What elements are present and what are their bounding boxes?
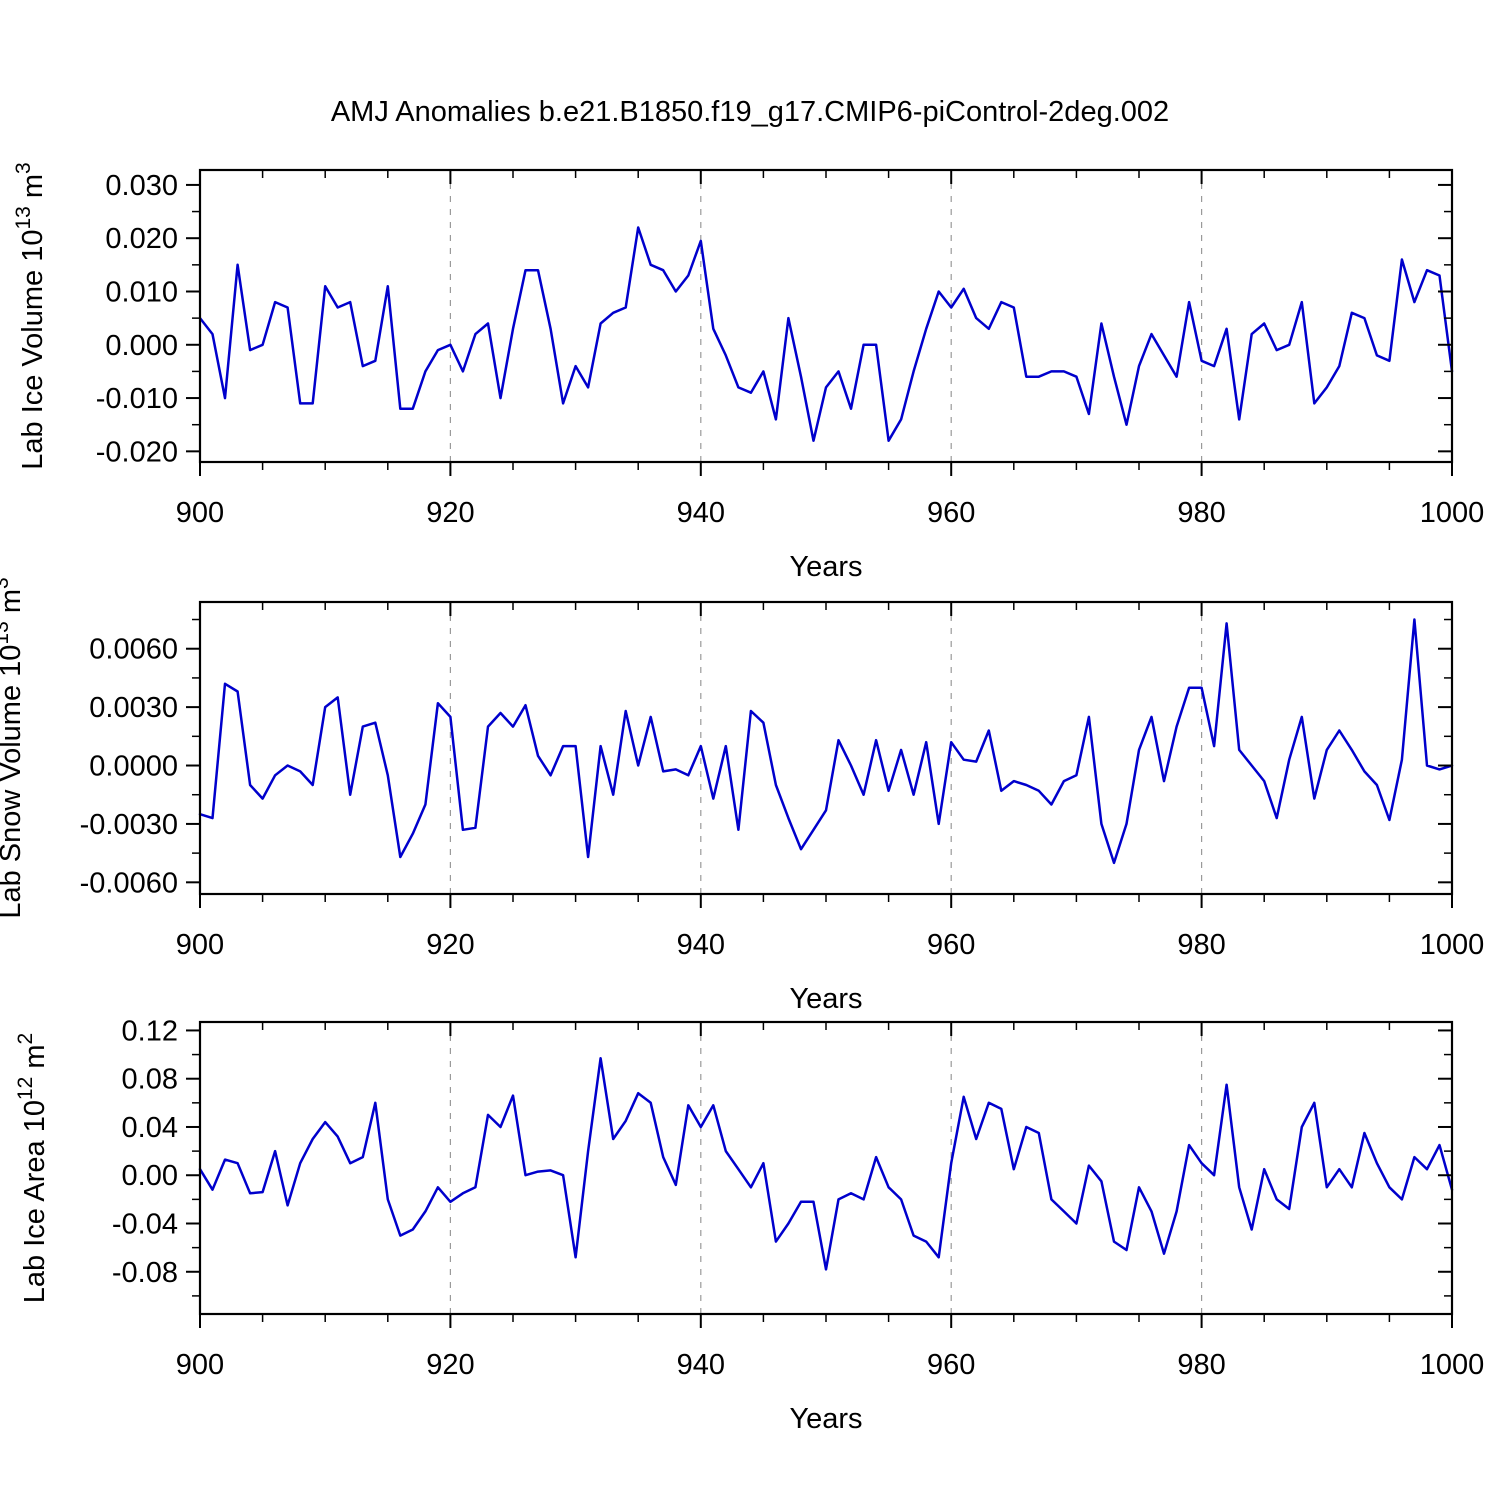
plot-border <box>198 168 1454 464</box>
y-axis-title: Lab Snow Volume 1013 m3 <box>0 577 27 918</box>
y-axis-title: Lab Ice Area 1012 m2 <box>14 1033 51 1303</box>
x-tick-label: 1000 <box>1420 497 1485 529</box>
y-tick-label: 0.010 <box>105 276 178 308</box>
x-tick-label: 900 <box>176 1349 224 1381</box>
x-axis: 900 920 940 960 980 1000 <box>176 1022 1484 1381</box>
x-tick-label: 1000 <box>1420 1349 1485 1381</box>
y-tick-label: -0.020 <box>96 436 178 468</box>
panel-lab-snow-volume: 900 920 940 960 980 1000 -0.0060 -0.0030 0.0000 0… <box>0 572 1500 1022</box>
y-axis: -0.020 -0.010 0.000 0.010 0.020 0.030 <box>96 170 1452 468</box>
y-tick-label: 0.020 <box>105 223 178 255</box>
x-tick-label: 900 <box>176 929 224 961</box>
plot-border <box>198 600 1454 896</box>
y-tick-label: 0.0030 <box>89 692 178 724</box>
y-axis: -0.0060 -0.0030 0.0000 0.0030 0.0060 <box>80 618 1452 899</box>
y-tick-label: 0.030 <box>105 170 178 202</box>
y-tick-label: 0.08 <box>122 1064 178 1096</box>
panel-lab-ice-volume: 900 920 940 960 980 1000 -0.020 -0.010 0.000 0.01… <box>0 140 1500 590</box>
figure-title: AMJ Anomalies b.e21.B1850.f19_g17.CMIP6-… <box>330 96 1170 128</box>
y-tick-label: -0.0030 <box>80 809 178 841</box>
y-tick-label: -0.010 <box>96 383 178 415</box>
x-tick-label: 980 <box>1177 929 1225 961</box>
gridlines <box>449 170 1203 462</box>
y-tick-label: 0.12 <box>122 1015 178 1047</box>
y-tick-label: 0.00 <box>122 1160 178 1192</box>
x-tick-label: 960 <box>927 497 975 529</box>
x-tick-label: 900 <box>176 497 224 529</box>
x-tick-label: 980 <box>1177 1349 1225 1381</box>
y-tick-label: 0.0060 <box>89 634 178 666</box>
x-tick-label: 960 <box>927 929 975 961</box>
x-axis-title: Years <box>789 551 862 583</box>
lab-ice-area-chart: 900 920 940 960 980 1000 -0.08 -0.04 0.00 0.04 0.0… <box>14 1015 1484 1435</box>
lab-snow-volume-series-line <box>198 618 1454 865</box>
y-tick-label: -0.0060 <box>80 867 178 899</box>
x-axis: 900 920 940 960 980 1000 <box>176 602 1484 961</box>
x-tick-label: 940 <box>677 929 725 961</box>
y-tick-label: -0.08 <box>112 1257 178 1289</box>
lab-snow-volume-chart: 900 920 940 960 980 1000 -0.0060 -0.0030 0.0000 0… <box>0 577 1484 1015</box>
y-axis: -0.08 -0.04 0.00 0.04 0.08 0.12 <box>112 1015 1452 1297</box>
panel-lab-ice-area: 900 920 940 960 980 1000 -0.08 -0.04 0.00 0.04 0.0… <box>0 992 1500 1442</box>
y-tick-label: 0.000 <box>105 330 178 362</box>
x-tick-label: 1000 <box>1420 929 1485 961</box>
y-tick-label: -0.04 <box>112 1209 178 1241</box>
x-tick-label: 960 <box>927 1349 975 1381</box>
lab-ice-volume-chart: 900 920 940 960 980 1000 -0.020 -0.010 0.000 0.01… <box>12 162 1484 583</box>
x-tick-label: 940 <box>677 497 725 529</box>
x-tick-label: 920 <box>426 929 474 961</box>
x-axis-title: Years <box>789 1403 862 1435</box>
x-tick-label: 920 <box>426 497 474 529</box>
x-axis: 900 920 940 960 980 1000 <box>176 170 1484 529</box>
y-tick-label: 0.04 <box>122 1112 178 1144</box>
y-tick-label: 0.0000 <box>89 751 178 783</box>
x-tick-label: 940 <box>677 1349 725 1381</box>
x-tick-label: 920 <box>426 1349 474 1381</box>
lab-ice-area-series-line <box>198 1056 1454 1271</box>
x-tick-label: 980 <box>1177 497 1225 529</box>
y-axis-title: Lab Ice Volume 1013 m3 <box>12 162 49 470</box>
lab-ice-volume-series-line <box>198 226 1454 442</box>
x-axis-title: Years <box>789 983 862 1015</box>
